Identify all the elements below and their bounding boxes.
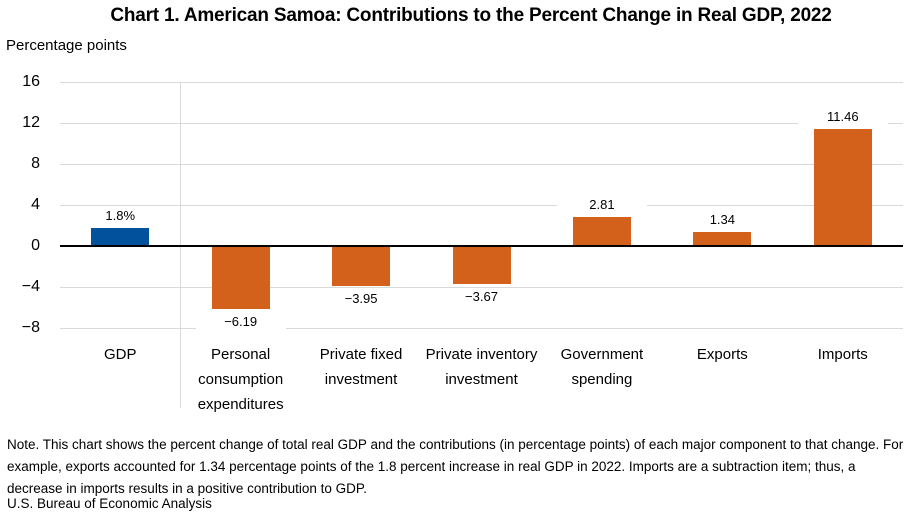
bar-private-inventory-investment (452, 247, 511, 284)
x-axis-category-label: Government spending (560, 346, 644, 388)
bar-gdp (91, 227, 150, 246)
y-axis-tick-label: 4 (31, 196, 40, 213)
bar-government-spending (572, 217, 631, 246)
bar-value-label: 11.46 (797, 107, 888, 126)
bar-value-label: −6.19 (195, 313, 286, 332)
x-axis-category-label: Private fixed investment (319, 346, 403, 388)
gridline (60, 81, 903, 83)
source-text: U.S. Bureau of Economic Analysis (7, 496, 212, 511)
zero-axis-line (60, 245, 903, 247)
bar-imports (813, 128, 872, 246)
gridline (60, 327, 903, 329)
chart-title: Chart 1. American Samoa: Contributions t… (110, 5, 832, 26)
bar-personal-consumption-expenditures (211, 247, 270, 310)
bar-value-label: −3.95 (316, 290, 407, 309)
gridline (60, 122, 903, 124)
y-axis-unit-label: Percentage points (6, 37, 127, 54)
x-axis-category-label: GDP (103, 346, 137, 363)
bar-value-label: 2.81 (556, 196, 647, 215)
gridline (60, 204, 903, 206)
y-axis-tick-label: −8 (21, 319, 40, 336)
bar-exports (693, 232, 752, 246)
gridline (60, 163, 903, 165)
bar-private-fixed-investment (332, 247, 391, 287)
x-axis-category-label: Imports (817, 346, 868, 363)
y-axis-tick-label: 8 (31, 155, 40, 172)
y-axis-tick-label: −4 (21, 278, 40, 295)
bar-value-label: −3.67 (436, 287, 527, 306)
y-axis-tick-label: 12 (22, 114, 40, 131)
note-text: Note. This chart shows the percent chang… (7, 437, 904, 496)
gridline (60, 286, 903, 288)
x-axis-category-label: Personal consumption expenditures (197, 346, 284, 413)
x-axis-category-label: Exports (696, 346, 748, 363)
bar-value-label: 1.8% (75, 206, 166, 225)
y-axis-tick-label: 0 (31, 237, 40, 254)
y-axis-tick-label: 16 (22, 73, 40, 90)
bar-value-label: 1.34 (677, 211, 768, 230)
x-axis-category-label: Private inventory investment (425, 346, 538, 388)
